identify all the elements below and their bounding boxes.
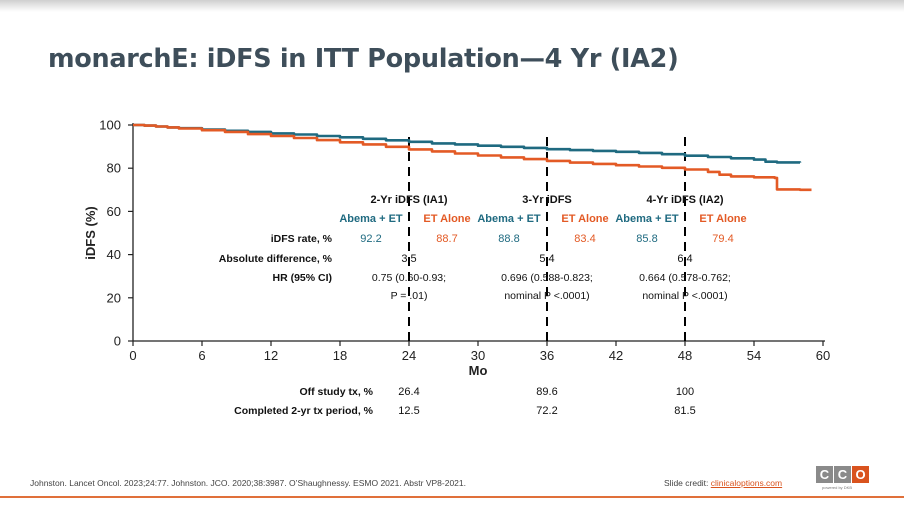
y-tick-label: 20 <box>107 290 121 305</box>
idfs-rate-abema: 92.2 <box>360 233 381 245</box>
y-axis-label: iDFS (%) <box>83 206 98 259</box>
logo-letter-o: O <box>852 466 869 483</box>
slide-title: monarchE: iDFS in ITT Population—4 Yr (I… <box>48 44 679 74</box>
arm-label-et-alone: ET Alone <box>423 213 470 225</box>
header-band <box>0 0 904 12</box>
row-label-idfs-rate: iDFS rate, % <box>271 233 333 245</box>
et-alone-curve <box>133 123 812 192</box>
x-tick-label: 54 <box>747 348 761 363</box>
table-row-label: Off study tx, % <box>299 386 373 398</box>
x-tick-label: 42 <box>609 348 623 363</box>
credit-link[interactable]: clinicaloptions.com <box>710 478 783 488</box>
arm-label-abema-et: Abema + ET <box>477 213 541 225</box>
y-tick-label: 60 <box>107 204 121 219</box>
hr-value-line2: P = .01) <box>391 290 428 302</box>
x-tick-label: 6 <box>198 348 205 363</box>
arm-label-et-alone: ET Alone <box>561 213 608 225</box>
table-row-label: Completed 2-yr tx period, % <box>234 405 374 417</box>
idfs-rate-abema: 85.8 <box>636 233 657 245</box>
credit-prefix: Slide credit: <box>664 478 711 488</box>
table-cell: 81.5 <box>674 405 695 417</box>
idfs-rate-abema: 88.8 <box>498 233 519 245</box>
arm-label-abema-et: Abema + ET <box>615 213 679 225</box>
y-tick-label: 80 <box>107 161 121 176</box>
cco-logo: C C O <box>816 466 869 483</box>
logo-letter-c1: C <box>816 466 833 483</box>
slide-credit: Slide credit: clinicaloptions.com <box>664 478 782 488</box>
idfs-rate-et-alone: 88.7 <box>436 233 457 245</box>
table-cell: 26.4 <box>398 386 419 398</box>
absolute-difference-value: 6.4 <box>677 253 692 265</box>
y-tick-label: 0 <box>114 334 121 349</box>
table-cell: 72.2 <box>536 405 557 417</box>
timepoint-header: 3-Yr iDFS <box>522 194 572 206</box>
x-tick-label: 48 <box>678 348 692 363</box>
idfs-rate-et-alone: 83.4 <box>574 233 595 245</box>
timepoint-header: 4-Yr iDFS (IA2) <box>646 194 723 206</box>
table-cell: 89.6 <box>536 386 557 398</box>
table-cell: 12.5 <box>398 405 419 417</box>
hr-value-line1: 0.696 (0.588-0.823; <box>501 272 593 284</box>
hr-value-line2: nominal P <.0001) <box>642 290 727 302</box>
x-tick-label: 30 <box>471 348 485 363</box>
x-tick-label: 0 <box>129 348 136 363</box>
logo-letter-c2: C <box>834 466 851 483</box>
x-tick-label: 18 <box>333 348 347 363</box>
row-label-hr: HR (95% CI) <box>272 272 332 284</box>
x-tick-label: 60 <box>816 348 830 363</box>
row-label-absolute-difference: Absolute difference, % <box>219 253 333 265</box>
x-axis-label: Mo <box>469 363 488 378</box>
footer-rule <box>0 496 904 498</box>
absolute-difference-value: 3.5 <box>401 253 416 265</box>
citation-text: Johnston. Lancet Oncol. 2023;24:77. John… <box>30 478 466 488</box>
x-tick-label: 24 <box>402 348 416 363</box>
y-tick-label: 40 <box>107 247 121 262</box>
hr-value-line1: 0.75 (0.60-0.93; <box>372 272 446 284</box>
idfs-rate-et-alone: 79.4 <box>712 233 733 245</box>
logo-subtext: powered by DKB <box>822 485 853 490</box>
timepoint-header: 2-Yr iDFS (IA1) <box>370 194 447 206</box>
absolute-difference-value: 5.4 <box>539 253 554 265</box>
arm-label-et-alone: ET Alone <box>699 213 746 225</box>
arm-label-abema-et: Abema + ET <box>339 213 403 225</box>
hr-value-line2: nominal P <.0001) <box>504 290 589 302</box>
x-tick-label: 36 <box>540 348 554 363</box>
hr-value-line1: 0.664 (0.578-0.762; <box>639 272 731 284</box>
x-tick-label: 12 <box>264 348 278 363</box>
table-cell: 100 <box>676 386 694 398</box>
y-tick-label: 100 <box>99 118 121 133</box>
